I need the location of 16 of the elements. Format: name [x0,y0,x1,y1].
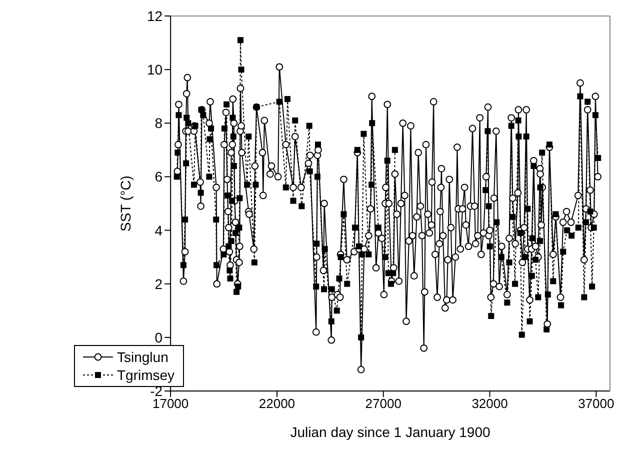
y-tick-label: 2 [154,276,163,292]
y-tick-label: 10 [146,62,163,78]
legend-label: Tgrimsey [117,366,175,384]
y-tick-label: 4 [154,222,163,238]
x-axis-title: Julian day since 1 January 1900 [290,424,490,440]
x-tick-label: 27000 [365,396,402,412]
y-axis-title: SST (°C) [118,176,134,232]
y-tick-label: 6 [154,168,163,185]
x-tick-label: 32000 [472,396,508,412]
y-tick-label: 12 [146,8,163,24]
x-tick-label: 37000 [578,396,614,412]
legend-label: Tsinglun [117,348,168,366]
x-tick-label: 17000 [152,396,189,412]
x-tick-label: 22000 [258,396,296,412]
y-tick-label: 8 [154,115,163,132]
y-tick-label: 0 [154,329,163,346]
